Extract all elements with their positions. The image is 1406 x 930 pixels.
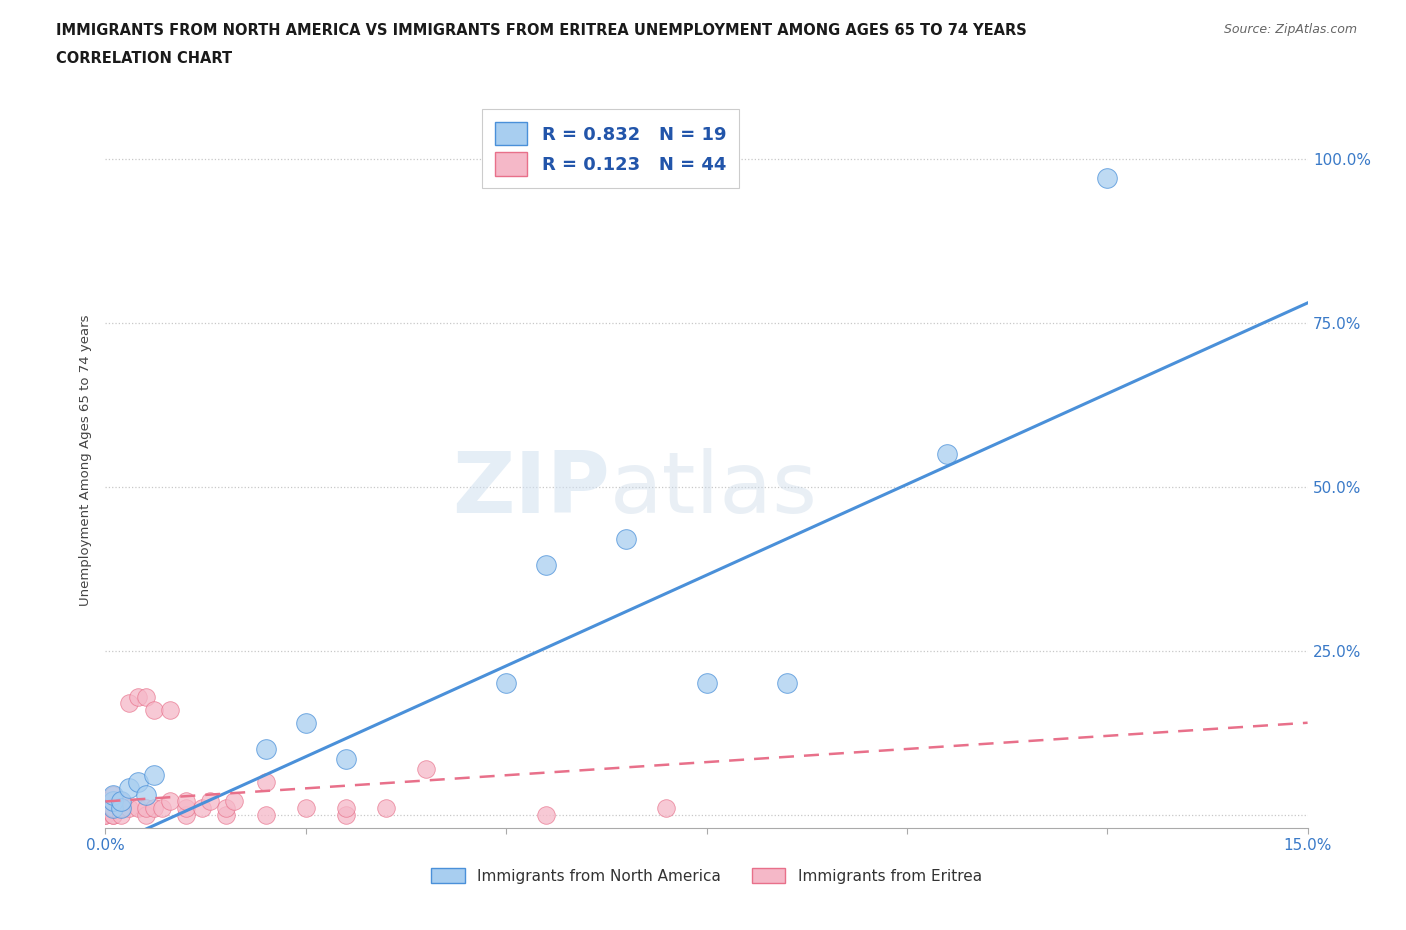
Point	[142, 801, 165, 816]
Point	[254, 807, 277, 822]
Point	[214, 801, 236, 816]
Point	[174, 807, 197, 822]
Point	[103, 807, 125, 822]
Point	[159, 794, 181, 809]
Point	[135, 788, 157, 803]
Point	[94, 801, 117, 816]
Point	[135, 689, 157, 704]
Point	[776, 676, 799, 691]
Point	[118, 696, 141, 711]
Legend: Immigrants from North America, Immigrants from Eritrea: Immigrants from North America, Immigrant…	[425, 862, 988, 890]
Point	[103, 794, 125, 809]
Point	[94, 807, 117, 822]
Point	[254, 775, 277, 790]
Point	[127, 801, 149, 816]
Point	[103, 794, 125, 809]
Point	[103, 807, 125, 822]
Point	[335, 751, 357, 766]
Point	[214, 807, 236, 822]
Point	[118, 781, 141, 796]
Text: ZIP: ZIP	[453, 448, 610, 531]
Point	[190, 801, 212, 816]
Point	[94, 807, 117, 822]
Point	[103, 801, 125, 816]
Point	[616, 532, 638, 547]
Point	[103, 801, 125, 816]
Point	[110, 801, 132, 816]
Point	[295, 715, 318, 730]
Point	[142, 768, 165, 783]
Point	[110, 794, 132, 809]
Point	[159, 702, 181, 717]
Point	[534, 558, 557, 573]
Point	[103, 801, 125, 816]
Point	[103, 794, 125, 809]
Point	[696, 676, 718, 691]
Point	[150, 801, 173, 816]
Point	[374, 801, 398, 816]
Point	[254, 741, 277, 756]
Point	[1097, 171, 1119, 186]
Point	[110, 801, 132, 816]
Point	[655, 801, 678, 816]
Point	[415, 762, 437, 777]
Point	[335, 801, 357, 816]
Text: Source: ZipAtlas.com: Source: ZipAtlas.com	[1223, 23, 1357, 36]
Point	[174, 794, 197, 809]
Point	[127, 775, 149, 790]
Point	[103, 788, 125, 803]
Point	[103, 788, 125, 803]
Point	[198, 794, 221, 809]
Point	[110, 807, 132, 822]
Point	[94, 801, 117, 816]
Point	[110, 794, 132, 809]
Point	[495, 676, 517, 691]
Point	[118, 801, 141, 816]
Point	[222, 794, 245, 809]
Point	[135, 801, 157, 816]
Point	[295, 801, 318, 816]
Point	[127, 689, 149, 704]
Point	[936, 446, 959, 461]
Text: atlas: atlas	[610, 448, 818, 531]
Point	[142, 702, 165, 717]
Point	[94, 794, 117, 809]
Text: IMMIGRANTS FROM NORTH AMERICA VS IMMIGRANTS FROM ERITREA UNEMPLOYMENT AMONG AGES: IMMIGRANTS FROM NORTH AMERICA VS IMMIGRA…	[56, 23, 1026, 38]
Point	[534, 807, 557, 822]
Y-axis label: Unemployment Among Ages 65 to 74 years: Unemployment Among Ages 65 to 74 years	[79, 314, 93, 606]
Point	[335, 807, 357, 822]
Point	[135, 807, 157, 822]
Text: CORRELATION CHART: CORRELATION CHART	[56, 51, 232, 66]
Point	[174, 801, 197, 816]
